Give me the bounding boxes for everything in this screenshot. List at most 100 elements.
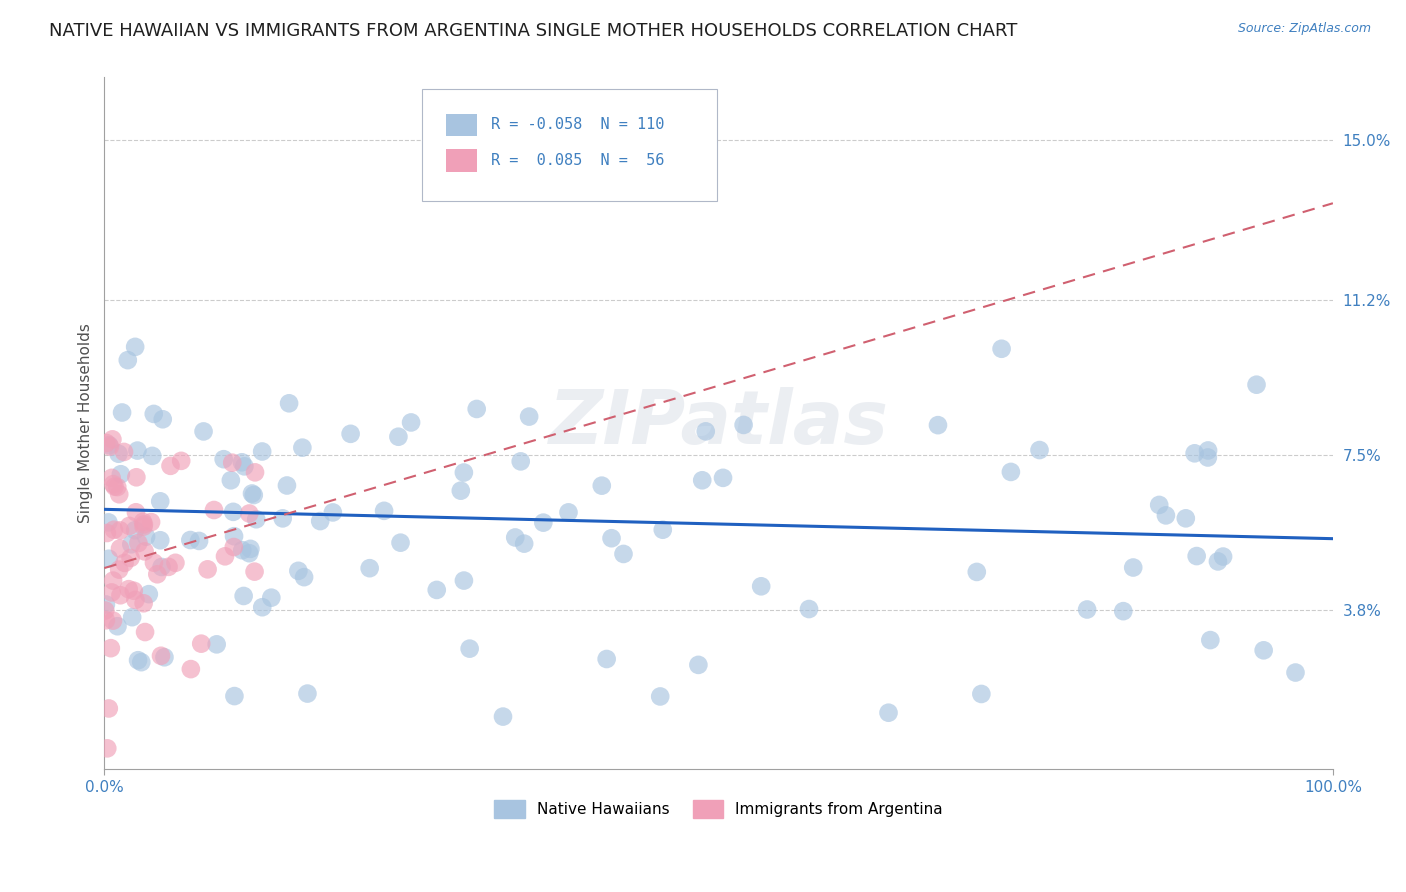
Point bbox=[238, 507, 260, 521]
Text: R =  0.085  N =  56: R = 0.085 N = 56 bbox=[491, 153, 664, 168]
Point bbox=[97, 701, 120, 715]
Point bbox=[1174, 511, 1197, 525]
Point bbox=[135, 530, 157, 544]
Point bbox=[101, 477, 124, 491]
Point bbox=[101, 433, 124, 447]
Point bbox=[98, 438, 121, 452]
Point bbox=[557, 505, 579, 519]
Point bbox=[150, 560, 173, 574]
Point bbox=[212, 452, 235, 467]
Point bbox=[120, 537, 142, 551]
Point bbox=[100, 471, 122, 485]
Point bbox=[129, 655, 152, 669]
Point bbox=[153, 650, 176, 665]
Point bbox=[127, 536, 149, 550]
Point bbox=[339, 426, 361, 441]
Point bbox=[105, 480, 128, 494]
Point bbox=[94, 613, 117, 627]
Point bbox=[188, 533, 211, 548]
Point bbox=[927, 418, 949, 433]
Point bbox=[1284, 665, 1306, 680]
Point bbox=[107, 619, 129, 633]
Point bbox=[134, 544, 156, 558]
Point bbox=[711, 471, 734, 485]
Point bbox=[260, 591, 283, 605]
Point bbox=[531, 516, 554, 530]
Point bbox=[250, 444, 273, 458]
Point bbox=[104, 479, 127, 493]
Point bbox=[990, 342, 1012, 356]
Point bbox=[117, 353, 139, 368]
Point bbox=[966, 565, 988, 579]
Point bbox=[458, 641, 481, 656]
Point bbox=[170, 454, 193, 468]
Point bbox=[733, 417, 755, 432]
Text: R = -0.058  N = 110: R = -0.058 N = 110 bbox=[491, 118, 664, 132]
Point bbox=[287, 564, 309, 578]
Point bbox=[190, 637, 212, 651]
Point bbox=[180, 662, 202, 676]
Point bbox=[108, 563, 131, 577]
Point bbox=[214, 549, 236, 564]
Legend: Native Hawaiians, Immigrants from Argentina: Native Hawaiians, Immigrants from Argent… bbox=[488, 794, 949, 824]
Point bbox=[1028, 443, 1050, 458]
Point bbox=[513, 536, 536, 550]
Point bbox=[108, 524, 131, 538]
Point bbox=[150, 648, 173, 663]
Text: NATIVE HAWAIIAN VS IMMIGRANTS FROM ARGENTINA SINGLE MOTHER HOUSEHOLDS CORRELATIO: NATIVE HAWAIIAN VS IMMIGRANTS FROM ARGEN… bbox=[49, 22, 1018, 40]
Point bbox=[101, 614, 124, 628]
Point bbox=[695, 425, 717, 439]
Point bbox=[98, 440, 121, 454]
Point bbox=[1000, 465, 1022, 479]
Point bbox=[245, 512, 267, 526]
Point bbox=[125, 505, 148, 519]
Point bbox=[688, 657, 710, 672]
Point bbox=[1197, 443, 1219, 458]
Point bbox=[240, 486, 263, 500]
Point bbox=[297, 687, 319, 701]
Point bbox=[152, 412, 174, 426]
Point bbox=[141, 449, 163, 463]
Point bbox=[426, 582, 449, 597]
Text: ZIPatlas: ZIPatlas bbox=[548, 387, 889, 460]
Point bbox=[1253, 643, 1275, 657]
Point bbox=[179, 533, 201, 547]
Point bbox=[111, 405, 134, 419]
Point bbox=[110, 467, 132, 482]
Point bbox=[124, 523, 146, 537]
Point bbox=[797, 602, 820, 616]
Point bbox=[242, 488, 264, 502]
Point bbox=[373, 504, 395, 518]
Point bbox=[96, 526, 118, 541]
Point bbox=[453, 574, 475, 588]
Point bbox=[1206, 554, 1229, 568]
Point bbox=[224, 689, 246, 703]
Point bbox=[121, 610, 143, 624]
Point bbox=[205, 637, 228, 651]
Point bbox=[165, 556, 187, 570]
Point bbox=[112, 445, 135, 459]
Point bbox=[243, 466, 266, 480]
Point bbox=[291, 441, 314, 455]
Point bbox=[389, 535, 412, 549]
Point bbox=[970, 687, 993, 701]
Point bbox=[252, 600, 274, 615]
Point bbox=[127, 443, 149, 458]
Point bbox=[108, 541, 131, 556]
Point bbox=[142, 407, 165, 421]
Point bbox=[100, 641, 122, 656]
Point bbox=[110, 588, 132, 602]
Point bbox=[132, 596, 155, 610]
Point bbox=[651, 523, 673, 537]
Point bbox=[149, 533, 172, 548]
Point bbox=[1147, 498, 1170, 512]
Text: Source: ZipAtlas.com: Source: ZipAtlas.com bbox=[1237, 22, 1371, 36]
Point bbox=[132, 519, 155, 533]
Point bbox=[278, 396, 301, 410]
Point bbox=[127, 653, 149, 667]
Point bbox=[202, 503, 225, 517]
Point bbox=[1122, 560, 1144, 574]
Y-axis label: Single Mother Households: Single Mother Households bbox=[79, 324, 93, 524]
Point bbox=[465, 401, 488, 416]
Point bbox=[243, 565, 266, 579]
